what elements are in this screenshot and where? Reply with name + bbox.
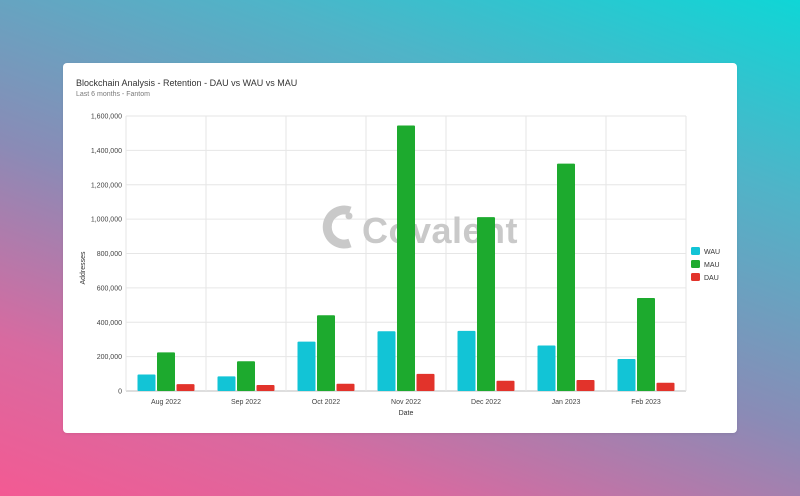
bar-mau [397, 125, 415, 391]
bar-mau [157, 352, 175, 391]
x-axis-label: Date [399, 410, 414, 417]
legend-swatch-mau [691, 260, 700, 268]
bar-dau [256, 384, 275, 391]
y-tick-label: 1,600,000 [91, 114, 122, 121]
chart-title: Blockchain Analysis - Retention - DAU vs… [76, 78, 298, 88]
y-tick-label: 600,000 [97, 285, 122, 292]
bar-dau [656, 382, 675, 391]
y-tick-label: 400,000 [97, 320, 122, 327]
bar-wau [297, 341, 316, 391]
x-tick-label: Dec 2022 [471, 399, 501, 406]
chart-subtitle: Last 6 months - Fantom [76, 91, 150, 98]
y-axis-label: Addresses [80, 251, 87, 285]
x-tick-label: Feb 2023 [631, 399, 661, 406]
x-axis-ticks: Aug 2022 Sep 2022 Oct 2022 Nov 2022 Dec 2022… [151, 399, 661, 406]
bar-dau [336, 383, 355, 391]
legend-label-wau: WAU [704, 249, 720, 256]
bar-dau [416, 373, 435, 391]
x-tick-label: Nov 2022 [391, 399, 421, 406]
bar-wau [217, 376, 236, 391]
x-tick-label: Oct 2022 [312, 399, 341, 406]
legend-label-mau: MAU [704, 262, 720, 269]
y-tick-label: 0 [118, 389, 122, 396]
bar-mau [557, 163, 575, 391]
bar-chart: Covalent 0200,000400,000600,000800,0001,… [80, 114, 720, 418]
bar-wau [377, 331, 396, 391]
legend: WAU MAU DAU [691, 247, 720, 282]
bar-wau [617, 359, 636, 391]
x-tick-label: Aug 2022 [151, 399, 181, 406]
bar-mau [477, 217, 495, 391]
bar-wau [137, 374, 156, 391]
bars [137, 125, 675, 391]
bar-dau [576, 380, 595, 391]
bar-wau [457, 330, 476, 391]
legend-swatch-dau [691, 273, 700, 281]
bar-mau [637, 298, 655, 391]
y-tick-label: 800,000 [97, 251, 122, 258]
y-axis-ticks: 0 200,000 400,000 600,000 800,000 1,000,000 1,… [91, 114, 122, 396]
y-tick-label: 1,400,000 [91, 148, 122, 155]
chart-card: Blockchain Analysis - Retention - DAU vs… [63, 63, 737, 433]
x-tick-label: Sep 2022 [231, 399, 261, 406]
y-tick-label: 1,000,000 [91, 217, 122, 224]
y-tick-label: 200,000 [97, 354, 122, 361]
bar-dau [176, 384, 195, 391]
bar-mau [237, 361, 255, 391]
bar-wau [537, 345, 556, 391]
covalent-logo-icon [322, 205, 353, 249]
legend-label-dau: DAU [704, 275, 719, 282]
bar-dau [496, 380, 515, 391]
legend-swatch-wau [691, 247, 700, 255]
y-tick-label: 1,200,000 [91, 182, 122, 189]
bar-mau [317, 315, 335, 391]
x-tick-label: Jan 2023 [552, 399, 581, 406]
